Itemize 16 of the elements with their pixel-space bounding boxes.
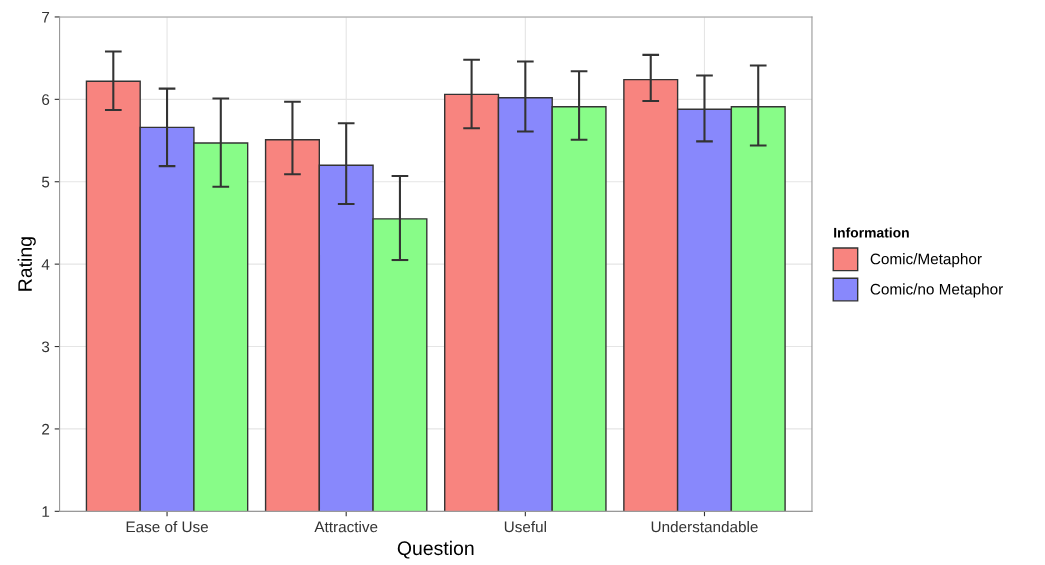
y-tick-label: 2: [42, 423, 50, 435]
y-tick-label: 4: [41, 259, 50, 270]
y-tick-label: 1: [42, 506, 50, 517]
y-axis-title: Rating: [17, 237, 36, 291]
x-tick-label: Attractive: [314, 521, 378, 533]
legend-title: Information: [834, 227, 909, 238]
y-tick-label: 6: [42, 94, 50, 106]
y-tick-label: 3: [41, 341, 50, 353]
x-axis-title: Question: [397, 540, 474, 559]
x-tick-label: Understandable: [651, 521, 758, 533]
y-tick-label: 5: [41, 176, 50, 188]
legend-label: Comic/Metaphor: [870, 253, 982, 268]
x-tick-label: Useful: [504, 521, 546, 533]
y-tick-label: 7: [42, 11, 50, 23]
legend-label: Comic/no Metaphor: [870, 283, 1003, 298]
x-tick-label: Ease of Use: [126, 521, 208, 533]
